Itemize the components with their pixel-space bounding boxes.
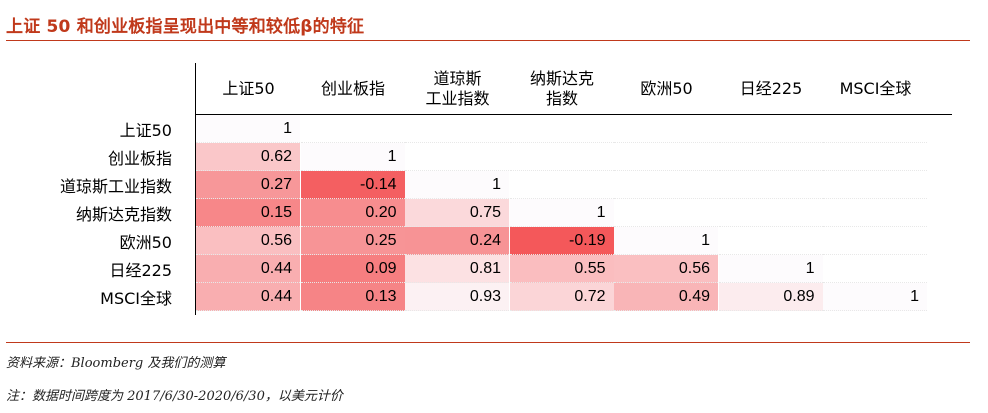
heatmap-cell: 0.75 [405,199,509,227]
row-header: 日经225 [109,261,172,280]
row-header: MSCI全球 [100,289,172,308]
footnote: 注：数据时间跨度为 2017/6/30-2020/6/30，以美元计价 [6,389,343,404]
heatmap-cell [405,143,509,171]
heatmap-cell: 0.81 [405,255,509,283]
heatmap-cell: -0.19 [509,227,614,255]
heatmap-cell: 0.62 [196,143,300,171]
row-header: 道琼斯工业指数 [59,177,172,196]
footer-divider [6,342,970,343]
heatmap-cell [718,171,823,199]
heatmap-cell [300,115,405,143]
heatmap-cell [823,255,927,283]
chart-title: 上证 50 和创业板指呈现出中等和较低β的特征 [6,17,365,37]
heatmap-cell [614,115,718,143]
heatmap-cell [614,199,718,227]
heatmap-cell: 0.56 [196,227,300,255]
heatmap-cell: 0.09 [300,255,405,283]
row-header: 欧洲50 [119,233,172,252]
heatmap-cell [718,199,823,227]
column-header-label: 纳斯达克 指数 [529,68,594,108]
heatmap-cell [823,143,927,171]
column-header-divider [195,114,952,115]
row-header: 上证50 [119,121,172,140]
heatmap-cell: -0.14 [300,171,405,199]
heatmap-cell: 1 [823,283,927,311]
heatmap-cell: 0.56 [614,255,718,283]
heatmap-cell [718,143,823,171]
heatmap-cell [509,143,614,171]
column-header-label: MSCI全球 [839,78,912,98]
column-header: 道琼斯 工业指数 [405,63,510,114]
row-header: 创业板指 [107,149,172,168]
column-header: 纳斯达克 指数 [510,63,615,114]
heatmap-cell: 0.13 [300,283,405,311]
heatmap-cell [509,115,614,143]
heatmap-cell: 1 [614,227,718,255]
heatmap-cell [614,171,718,199]
heatmap-cell: 1 [718,255,823,283]
heatmap-cell [823,199,927,227]
heatmap-cell: 1 [196,115,300,143]
column-header-label: 日经225 [739,78,803,98]
heatmap-cell [823,227,927,255]
heatmap-cell: 0.89 [718,283,823,311]
column-header: 日经225 [719,63,824,114]
heatmap-cell [509,171,614,199]
heatmap-cell: 0.72 [509,283,614,311]
heatmap-cell: 0.20 [300,199,405,227]
heatmap-cell: 0.44 [196,255,300,283]
heatmap-cell: 0.15 [196,199,300,227]
heatmap-cell: 0.44 [196,283,300,311]
heatmap-cell: 1 [300,143,405,171]
column-header-label: 道琼斯 工业指数 [425,68,490,108]
heatmap-cell: 0.27 [196,171,300,199]
column-header: 上证50 [196,63,301,114]
heatmap-cell: 0.93 [405,283,509,311]
column-header: MSCI全球 [823,63,928,114]
heatmap-cell: 0.24 [405,227,509,255]
heatmap-cell [614,143,718,171]
heatmap-cell: 1 [405,171,509,199]
heatmap-cell [718,227,823,255]
title-divider [6,40,970,41]
heatmap-cell [823,171,927,199]
heatmap-cell [405,115,509,143]
heatmap-cell: 1 [509,199,614,227]
heatmap-cell [718,115,823,143]
heatmap-cell: 0.25 [300,227,405,255]
heatmap-cell [823,115,927,143]
row-header: 纳斯达克指数 [75,205,172,224]
column-header-label: 上证50 [222,78,275,98]
column-header: 创业板指 [301,63,406,114]
source-note: 资料来源：Bloomberg 及我们的测算 [6,356,226,371]
heatmap-cell: 0.49 [614,283,718,311]
column-header: 欧洲50 [614,63,719,114]
row-header-divider [195,63,196,315]
column-header-label: 欧洲50 [640,78,693,98]
heatmap-cell: 0.55 [509,255,614,283]
column-header-label: 创业板指 [320,78,385,98]
